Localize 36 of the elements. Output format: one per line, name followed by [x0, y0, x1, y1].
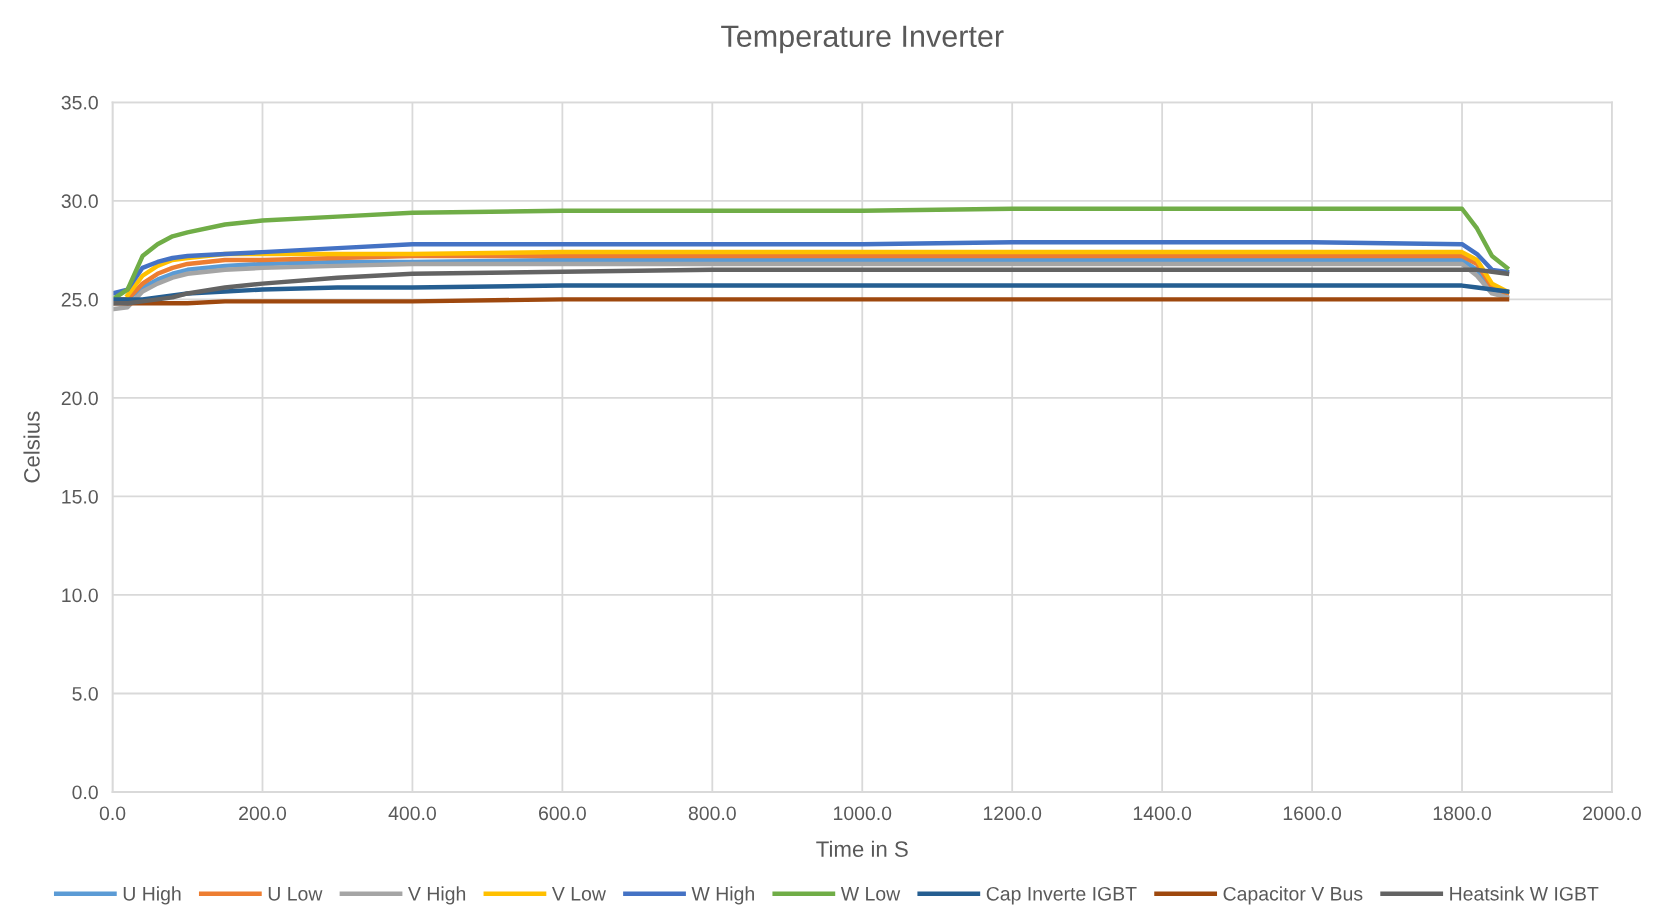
- legend-label: Cap Inverte IGBT: [986, 886, 1137, 905]
- x-tick-label: 800.0: [688, 806, 736, 821]
- y-tick-label: 5.0: [72, 686, 98, 701]
- x-tick-label: 1400.0: [1133, 806, 1192, 821]
- chart-title: Temperature Inverter: [721, 25, 1004, 54]
- y-tick-label: 15.0: [62, 489, 98, 504]
- x-tick-label: 2000.0: [1583, 806, 1641, 821]
- y-tick-label: 25.0: [61, 292, 98, 307]
- line-series: [125, 249, 1510, 298]
- y-tick-label: 35.0: [61, 95, 98, 110]
- legend-label: V Low: [551, 887, 606, 901]
- x-tick-label: 200.0: [239, 806, 287, 821]
- y-tick-label: 30.0: [61, 194, 98, 209]
- y-tick-label: 10.0: [62, 588, 98, 603]
- legend-label: U High: [123, 886, 181, 905]
- x-tick-label: 1600.0: [1283, 806, 1342, 821]
- y-tick-label: 20.0: [61, 391, 98, 406]
- legend-label: W Low: [840, 887, 901, 901]
- x-tick-label: 1200.0: [983, 806, 1042, 821]
- y-axis-title: Celsius: [23, 411, 40, 483]
- x-tick-label: 0.0: [99, 806, 126, 821]
- x-tick-label: 600.0: [539, 806, 586, 821]
- legend-label: V High: [408, 886, 466, 905]
- legend-label: Capacitor V Bus: [1223, 886, 1363, 905]
- legend-label: W High: [691, 886, 754, 905]
- line-series: [112, 240, 1510, 296]
- line-series: [112, 267, 1510, 306]
- x-axis-title: Time in S: [816, 840, 908, 857]
- x-tick-label: 400.0: [388, 806, 436, 821]
- legend-label: U Low: [268, 887, 323, 901]
- legend-label: Heatsink W IGBT: [1450, 886, 1599, 901]
- line-series: [112, 283, 1510, 302]
- x-tick-label: 1800.0: [1433, 806, 1492, 821]
- line-series: [112, 261, 1510, 312]
- y-tick-label: 0.0: [72, 785, 98, 800]
- x-tick-label: 1000.0: [834, 806, 892, 821]
